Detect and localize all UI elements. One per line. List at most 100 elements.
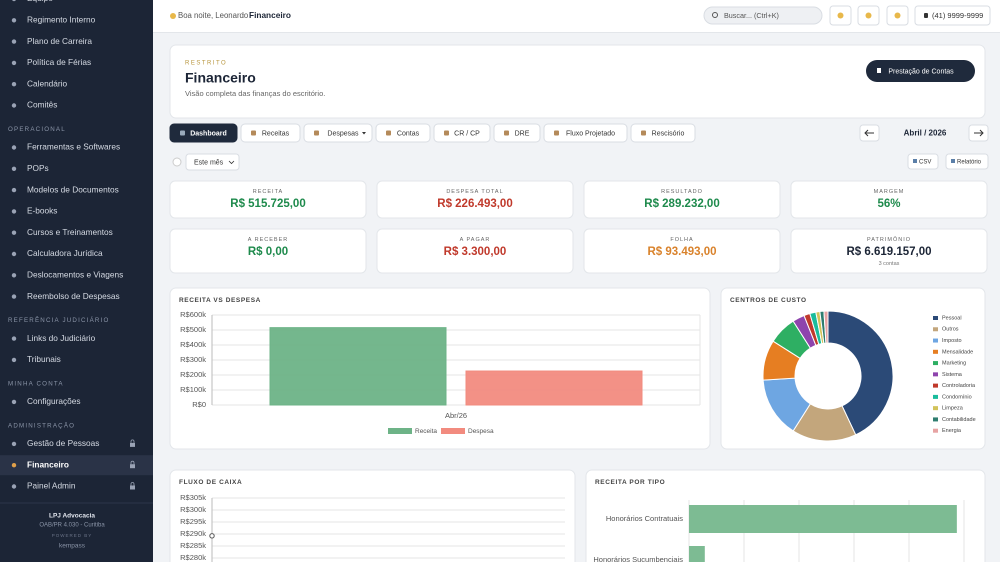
- tab-icon: [386, 130, 391, 136]
- legend-swatch: [933, 406, 938, 411]
- tab-label[interactable]: CR / CP: [454, 130, 480, 137]
- tab[interactable]: [240, 123, 301, 143]
- sidebar: [0, 0, 153, 562]
- y-tick-label: R$285k: [180, 541, 206, 550]
- icon-glyph: [837, 12, 844, 19]
- caret: [362, 132, 366, 135]
- bar: [689, 546, 705, 562]
- legend-swatch: [933, 417, 938, 422]
- header-subtitle: Visão completa das finanças do escritóri…: [185, 89, 325, 98]
- nav-item[interactable]: Regimento Interno: [27, 14, 96, 24]
- search-icon: [712, 12, 718, 18]
- nav-icon: [11, 357, 17, 363]
- chart-title: CENTROS DE CUSTO: [730, 297, 807, 304]
- tab[interactable]: [433, 123, 491, 143]
- nav-item[interactable]: Política de Férias: [27, 57, 91, 67]
- legend-label: Outros: [942, 327, 959, 333]
- legend-swatch: [933, 383, 938, 388]
- legend-label: Pessoal: [942, 315, 962, 321]
- chart-card: [169, 469, 576, 562]
- nav-icon: [11, 39, 17, 44]
- y-tick-label: R$305k: [180, 493, 206, 502]
- tab[interactable]: [375, 123, 431, 143]
- header-tag: RESTRITO: [185, 61, 227, 67]
- kpi-label: A RECEBER: [248, 237, 288, 243]
- nav-item[interactable]: Tribunais: [27, 354, 61, 364]
- legend-label: Energia: [942, 428, 962, 434]
- y-tick-label: R$0: [192, 400, 206, 409]
- tab[interactable]: [169, 123, 238, 143]
- tab-icon: [444, 130, 449, 136]
- phone-box[interactable]: [914, 5, 991, 26]
- export-button[interactable]: [945, 153, 989, 170]
- nav-item[interactable]: Reembolso de Despesas: [27, 291, 120, 301]
- nav-item[interactable]: Gestão de Pessoas: [27, 438, 99, 448]
- legend-label: Imposto: [942, 338, 962, 344]
- breadcrumb-separator: ›: [243, 11, 246, 20]
- nav-item[interactable]: Cursos e Treinamentos: [27, 227, 113, 237]
- kpi-value: R$ 289.232,00: [644, 198, 719, 210]
- nav-item[interactable]: Configurações: [27, 396, 81, 406]
- nav-item[interactable]: Calculadora Jurídica: [27, 248, 103, 258]
- chart-title: FLUXO DE CAIXA: [179, 479, 242, 486]
- tab-label[interactable]: Fluxo Projetado: [566, 130, 615, 137]
- nav-icon: [11, 82, 17, 87]
- chart-title: RECEITA VS DESPESA: [179, 297, 261, 304]
- period-select[interactable]: [185, 153, 240, 171]
- tab-label[interactable]: Rescisório: [652, 130, 685, 137]
- legend-swatch: [388, 428, 412, 434]
- tab-label[interactable]: Despesas: [327, 130, 359, 137]
- nav-icon: [11, 251, 17, 257]
- tab-label[interactable]: Receitas: [262, 130, 290, 137]
- nav-item[interactable]: Modelos de Documentos: [27, 184, 119, 194]
- kpi-card: [169, 228, 367, 274]
- tab-label[interactable]: Dashboard: [190, 130, 227, 137]
- nav-item[interactable]: Painel Admin: [27, 481, 76, 491]
- arrow-right: [974, 129, 984, 137]
- nav-icon: [11, 166, 17, 171]
- icon-glyph: [865, 12, 872, 19]
- tab-icon: [314, 130, 319, 136]
- lock-shackle: [130, 482, 135, 486]
- tab[interactable]: [630, 123, 696, 143]
- nav-item[interactable]: Links do Judiciário: [27, 333, 96, 343]
- nav-item[interactable]: POPs: [27, 163, 49, 173]
- export-icon: [951, 159, 955, 163]
- nav-item[interactable]: Equipe: [27, 0, 53, 3]
- nav-item[interactable]: Plano de Carreira: [27, 36, 92, 46]
- export-button[interactable]: [907, 153, 939, 170]
- button-icon: [877, 68, 881, 73]
- period: Abril / 2026: [904, 129, 947, 138]
- header-button[interactable]: [866, 60, 975, 82]
- nav-item[interactable]: Deslocamentos e Viagens: [27, 269, 123, 279]
- icon-glyph: [894, 12, 901, 19]
- nav-icon: [11, 399, 17, 405]
- nav-item[interactable]: Financeiro: [27, 459, 69, 469]
- nav-item[interactable]: Ferramentas e Softwares: [27, 142, 120, 152]
- kpi-value: 56%: [877, 198, 900, 210]
- nav-item[interactable]: E-books: [27, 206, 57, 216]
- y-tick-label: R$500k: [180, 325, 206, 334]
- tab-label[interactable]: DRE: [515, 130, 530, 137]
- firm-location: OAB/PR 4.030 - Curitiba: [39, 523, 105, 529]
- nav-item[interactable]: Comitês: [27, 100, 57, 110]
- tab[interactable]: [543, 123, 628, 143]
- nav-icon: [11, 441, 17, 447]
- kpi-card: [583, 228, 781, 274]
- y-tick-label: Honorários Contratuais: [606, 514, 683, 523]
- tab[interactable]: [493, 123, 541, 143]
- select-caret: [228, 160, 235, 165]
- nav-icon: [11, 18, 17, 23]
- nav-icon: [11, 60, 17, 66]
- kpi-value: R$ 0,00: [248, 246, 288, 258]
- legend-swatch: [441, 428, 465, 434]
- search-placeholder: Buscar... (Ctrl+K): [724, 11, 779, 20]
- tab[interactable]: [303, 123, 373, 143]
- y-tick-label: R$200k: [180, 370, 206, 379]
- legend-swatch: [933, 349, 938, 354]
- search-box[interactable]: [703, 6, 823, 25]
- tab-label[interactable]: Contas: [397, 130, 420, 137]
- nav-item[interactable]: Calendário: [27, 78, 68, 88]
- header-title: Financeiro: [185, 70, 256, 86]
